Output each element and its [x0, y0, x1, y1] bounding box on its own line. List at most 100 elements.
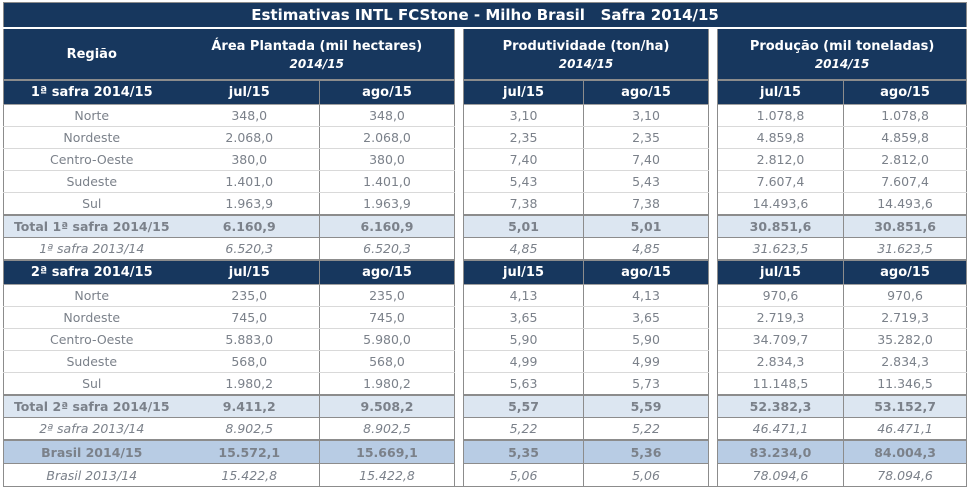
group-gap [708, 170, 718, 193]
value-cell: 970,6 [717, 284, 844, 307]
value-cell: 1.963,9 [179, 192, 320, 216]
region-label: Nordeste [3, 126, 180, 149]
value-cell: 83.234,0 [717, 439, 844, 464]
region-label: Sul [3, 192, 180, 216]
group-gap [708, 395, 718, 418]
group-gap [454, 215, 464, 238]
table-row: Sul 1.963,9 1.963,9 7,38 7,38 14.493,6 14.493,… [3, 192, 967, 216]
value-cell: 6.160,9 [319, 214, 455, 238]
value-cell: 2.834,3 [843, 350, 967, 373]
value-cell: 2,35 [583, 126, 709, 149]
value-cell: 31.623,5 [843, 237, 967, 261]
value-cell: 5,06 [463, 463, 584, 487]
value-cell: 5,59 [583, 394, 709, 418]
group-gap [454, 372, 464, 395]
group-header-row: Região Área Plantada (mil hectares) 2014… [3, 28, 967, 80]
value-cell: 3,65 [463, 306, 584, 329]
group-gap [708, 80, 718, 105]
region-label: Sudeste [3, 170, 180, 193]
value-cell: 380,0 [179, 148, 320, 171]
col-header-ago: ago/15 [583, 259, 709, 285]
value-cell: 14.493,6 [843, 192, 967, 216]
table-row: Centro-Oeste 380,0 380,0 7,40 7,40 2.812,0 2.8… [3, 148, 967, 171]
value-cell: 14.493,6 [717, 192, 844, 216]
value-cell: 4.859,8 [717, 126, 844, 149]
group-gap [454, 28, 464, 80]
value-cell: 745,0 [179, 306, 320, 329]
value-cell: 7.607,4 [717, 170, 844, 193]
group-gap [454, 463, 464, 487]
value-cell: 5,01 [583, 214, 709, 238]
value-cell: 30.851,6 [843, 214, 967, 238]
group-label: Produção (mil toneladas) [749, 39, 935, 54]
value-cell: 15.572,1 [179, 439, 320, 464]
value-cell: 5,22 [583, 417, 709, 441]
value-cell: 5,43 [583, 170, 709, 193]
region-column-header: Região [3, 28, 180, 80]
group-gap [708, 126, 718, 149]
value-cell: 15.669,1 [319, 439, 455, 464]
value-cell: 5,36 [583, 439, 709, 464]
value-cell: 15.422,8 [319, 463, 455, 487]
value-cell: 1.980,2 [319, 372, 455, 396]
value-cell: 2.812,0 [843, 148, 967, 171]
col-header-ago: ago/15 [319, 259, 455, 285]
group-header-producao: Produção (mil toneladas) 2014/15 [717, 28, 967, 80]
col-header-jul: jul/15 [179, 259, 320, 285]
prior-year-row: 2ª safra 2013/14 8.902,5 8.902,5 5,22 5,22 46… [3, 417, 967, 441]
value-cell: 34.709,7 [717, 328, 844, 351]
table-row: Nordeste 2.068,0 2.068,0 2,35 2,35 4.859,8 4.8… [3, 126, 967, 149]
value-cell: 235,0 [179, 284, 320, 307]
value-cell: 78.094,6 [843, 463, 967, 487]
value-cell: 9.508,2 [319, 394, 455, 418]
col-header-jul: jul/15 [463, 79, 584, 105]
group-subheader: 2014/15 [814, 57, 870, 71]
value-cell: 8.902,5 [179, 417, 320, 441]
region-label: 2ª safra 2013/14 [3, 417, 180, 441]
group-gap [708, 284, 718, 307]
group-gap [708, 237, 718, 260]
value-cell: 1.401,0 [179, 170, 320, 193]
value-cell: 11.346,5 [843, 372, 967, 396]
value-cell: 745,0 [319, 306, 455, 329]
group-gap [708, 28, 718, 80]
table-row: Norte 235,0 235,0 4,13 4,13 970,6 970,6 [3, 284, 967, 307]
value-cell: 1.980,2 [179, 372, 320, 396]
col-header-jul: jul/15 [717, 79, 844, 105]
value-cell: 4,85 [463, 237, 584, 261]
section-header-row: 1ª safra 2014/15 jul/15 ago/15 jul/15 ago/15… [3, 79, 967, 105]
table-row: Sul 1.980,2 1.980,2 5,63 5,73 11.148,5 11.346,… [3, 372, 967, 396]
group-gap [708, 440, 718, 464]
section-label: 1ª safra 2014/15 [3, 79, 180, 105]
value-cell: 3,10 [463, 104, 584, 127]
group-gap [454, 80, 464, 105]
group-header-area-plantada: Área Plantada (mil hectares) 2014/15 [179, 28, 455, 80]
value-cell: 6.160,9 [179, 214, 320, 238]
value-cell: 5.980,0 [319, 328, 455, 351]
value-cell: 2.812,0 [717, 148, 844, 171]
value-cell: 5,63 [463, 372, 584, 396]
value-cell: 15.422,8 [179, 463, 320, 487]
value-cell: 568,0 [179, 350, 320, 373]
value-cell: 4.859,8 [843, 126, 967, 149]
col-header-jul: jul/15 [717, 259, 844, 285]
value-cell: 2.834,3 [717, 350, 844, 373]
group-label: Produtividade (ton/ha) [502, 39, 670, 54]
value-cell: 970,6 [843, 284, 967, 307]
value-cell: 348,0 [179, 104, 320, 127]
group-gap [454, 328, 464, 351]
value-cell: 568,0 [319, 350, 455, 373]
region-label: Centro-Oeste [3, 148, 180, 171]
region-label: Norte [3, 104, 180, 127]
region-label: Total 2ª safra 2014/15 [3, 394, 180, 418]
value-cell: 7.607,4 [843, 170, 967, 193]
group-subheader: 2014/15 [289, 57, 344, 71]
group-gap [708, 148, 718, 171]
group-gap [708, 328, 718, 351]
table-row: Nordeste 745,0 745,0 3,65 3,65 2.719,3 2.719,3 [3, 306, 967, 329]
prior-year-row: 1ª safra 2013/14 6.520,3 6.520,3 4,85 4,85 31… [3, 237, 967, 261]
region-label: Brasil 2014/15 [3, 439, 180, 464]
value-cell: 4,99 [583, 350, 709, 373]
value-cell: 11.148,5 [717, 372, 844, 396]
value-cell: 5,35 [463, 439, 584, 464]
